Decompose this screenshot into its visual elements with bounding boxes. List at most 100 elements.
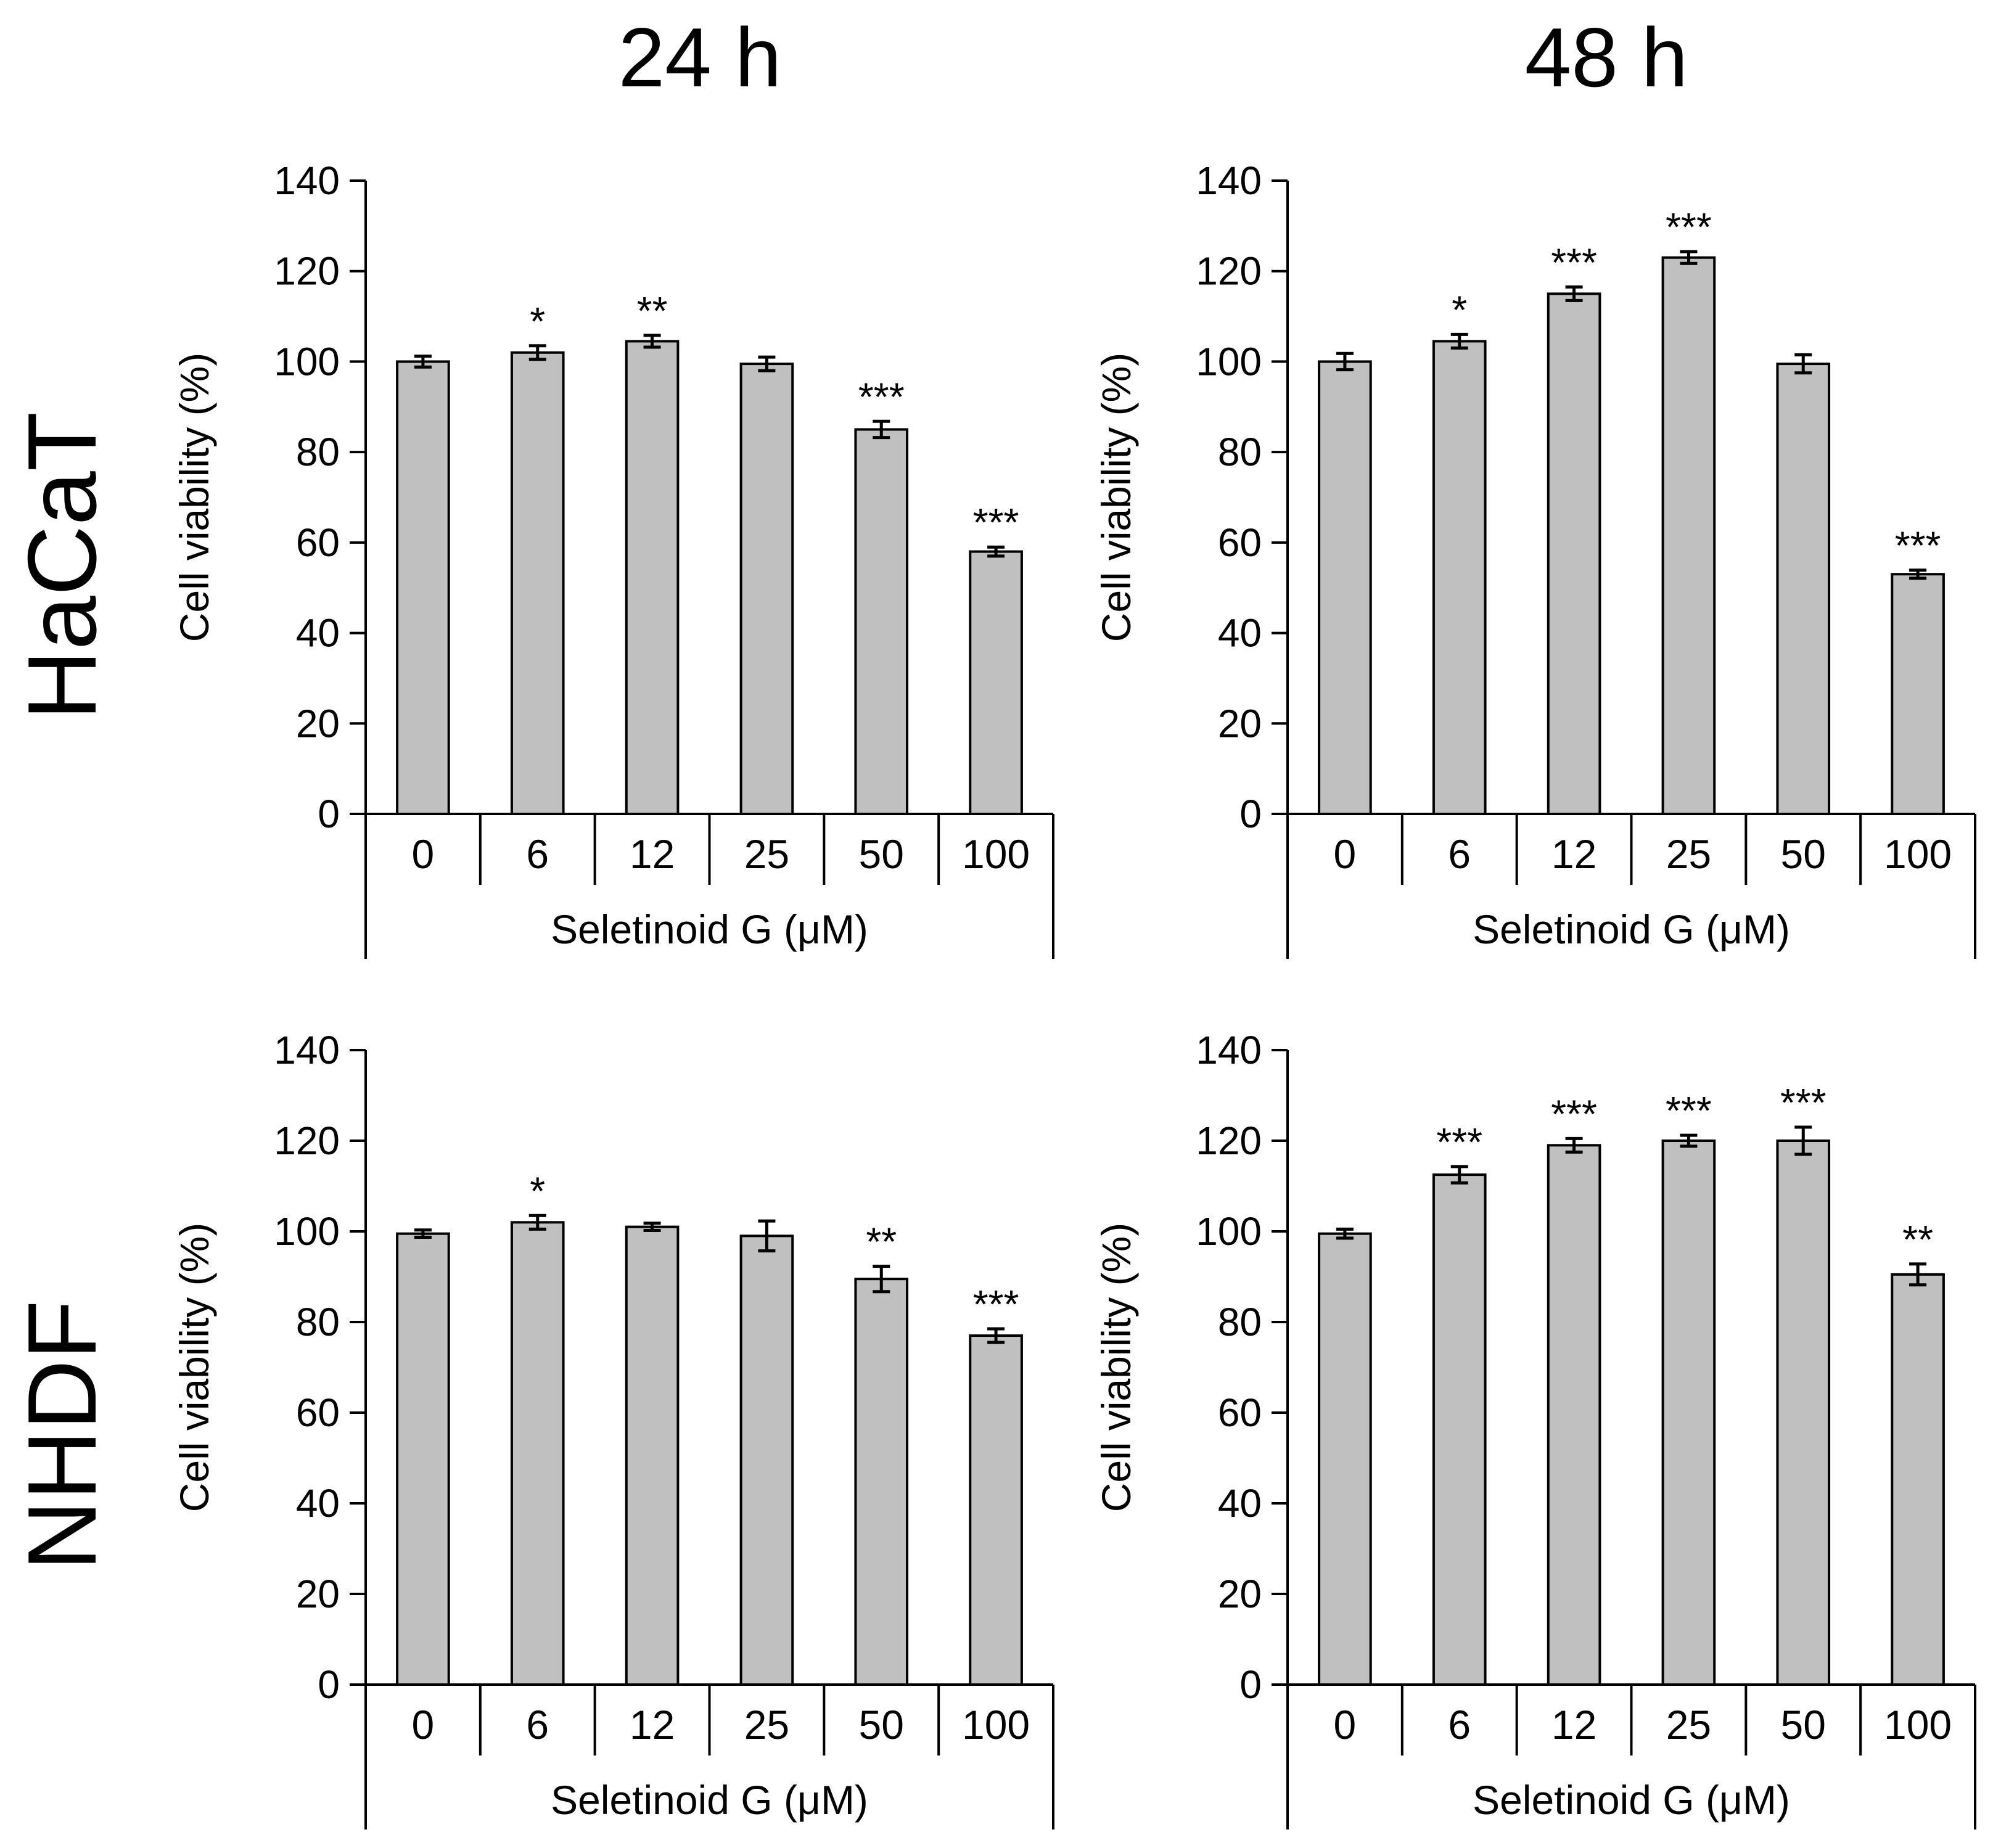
x-tick-label: 50: [859, 831, 904, 877]
x-tick-label: 100: [1884, 1702, 1952, 1747]
bar: [1661, 1140, 1716, 1686]
y-tick-label: 80: [1218, 1300, 1262, 1344]
y-tick-label: 0: [1239, 1662, 1262, 1707]
significance-marker: ***: [1551, 1091, 1597, 1136]
bar: [1318, 1232, 1372, 1686]
chart-panel-1: 0 20 40 60 80 100 120 140 0 6 12 25 50 100 Seletinoid …: [171, 158, 1054, 959]
x-tick-label: 25: [1666, 831, 1711, 877]
bar: [739, 1234, 794, 1686]
bar: [854, 1278, 909, 1686]
x-tick-label: 25: [744, 1702, 789, 1747]
x-tick-label: 50: [859, 1702, 904, 1747]
bar: [396, 360, 450, 815]
bar: [1547, 292, 1601, 815]
significance-marker: *: [1452, 287, 1467, 332]
y-tick-label: 100: [1196, 339, 1262, 384]
bar: [969, 1334, 1023, 1686]
y-tick-label: 140: [274, 158, 340, 203]
y-tick-label: 0: [1239, 792, 1262, 836]
x-tick-label: 0: [1334, 831, 1357, 877]
bar: [510, 1221, 565, 1686]
bar: [1661, 256, 1716, 815]
bar: [739, 363, 794, 815]
bar: [510, 351, 565, 815]
significance-marker: ***: [1436, 1120, 1482, 1164]
x-tick-label: 6: [1448, 1702, 1471, 1747]
y-tick-label: 80: [296, 1300, 340, 1344]
y-tick-label: 100: [1196, 1209, 1262, 1254]
y-tick-label: 120: [1196, 1119, 1262, 1163]
x-tick-label: 50: [1781, 831, 1826, 877]
y-tick-label: 140: [1196, 158, 1262, 203]
y-tick-label: 0: [318, 1662, 340, 1707]
bar: [625, 1225, 680, 1686]
chart-panel-3: 0 20 40 60 80 100 120 140 0 6 12 25 50 100 Seletinoid …: [171, 1028, 1054, 1830]
chart-panel-4: 0 20 40 60 80 100 120 140 0 6 12 25 50 100 Seletinoid …: [1093, 1028, 1976, 1830]
significance-marker: ***: [973, 1282, 1019, 1326]
bar: [1432, 1173, 1487, 1686]
x-tick-label: 0: [412, 831, 435, 877]
row-title-hacat: HaCaT: [8, 412, 117, 720]
row-title-nhdf: NHDF: [8, 1300, 117, 1571]
y-axis-title: Cell viability (%): [1093, 353, 1139, 642]
significance-marker: ***: [973, 500, 1019, 544]
significance-marker: ***: [1551, 240, 1597, 284]
x-axis-title: Seletinoid G (μM): [551, 1777, 868, 1823]
x-tick-label: 25: [1666, 1702, 1711, 1747]
x-tick-label: 12: [630, 831, 675, 877]
y-tick-label: 60: [296, 520, 340, 565]
y-tick-label: 20: [296, 701, 340, 745]
y-tick-label: 60: [1218, 1390, 1262, 1435]
bar: [1318, 360, 1372, 815]
x-tick-label: 100: [962, 1702, 1030, 1747]
bar: [396, 1232, 450, 1686]
x-tick-label: 50: [1781, 1702, 1826, 1747]
y-tick-label: 40: [1218, 611, 1262, 655]
y-tick-label: 60: [1218, 520, 1262, 565]
significance-marker: ***: [858, 374, 905, 419]
bar: [1432, 340, 1487, 815]
y-axis-title: Cell viability (%): [1093, 1223, 1139, 1512]
y-tick-label: 140: [1196, 1028, 1262, 1072]
significance-marker: ***: [1666, 205, 1712, 249]
x-tick-label: 0: [412, 1702, 435, 1747]
x-tick-label: 6: [526, 831, 549, 877]
y-tick-label: 100: [274, 1209, 340, 1254]
x-axis-title: Seletinoid G (μM): [1473, 906, 1790, 952]
bar: [1776, 1140, 1831, 1686]
column-title-48h: 48 h: [1525, 10, 1688, 104]
y-tick-label: 120: [274, 249, 340, 294]
bar: [854, 428, 909, 815]
significance-marker: ***: [1895, 524, 1941, 568]
x-tick-label: 12: [1551, 831, 1596, 877]
y-axis-title: Cell viability (%): [171, 1223, 217, 1512]
x-tick-label: 12: [1551, 1702, 1596, 1747]
bar: [1891, 1273, 1945, 1686]
y-tick-label: 80: [1218, 430, 1262, 474]
significance-marker: ***: [1780, 1080, 1827, 1125]
x-tick-label: 0: [1334, 1702, 1357, 1747]
column-title-24h: 24 h: [618, 10, 782, 104]
x-tick-label: 25: [744, 831, 789, 877]
x-tick-label: 100: [962, 831, 1030, 877]
x-tick-label: 12: [630, 1702, 675, 1747]
y-tick-label: 120: [274, 1119, 340, 1163]
significance-marker: **: [866, 1220, 897, 1264]
y-axis-title: Cell viability (%): [171, 353, 217, 642]
y-tick-label: 20: [296, 1572, 340, 1616]
significance-marker: *: [530, 1168, 545, 1213]
y-tick-label: 20: [1218, 701, 1262, 745]
significance-marker: *: [530, 299, 545, 343]
y-tick-label: 40: [1218, 1481, 1262, 1526]
bar: [1547, 1144, 1601, 1686]
y-tick-label: 40: [296, 1481, 340, 1526]
x-axis-title: Seletinoid G (μM): [1473, 1777, 1790, 1823]
significance-marker: **: [1902, 1217, 1933, 1262]
y-tick-label: 100: [274, 339, 340, 384]
x-axis-title: Seletinoid G (μM): [551, 906, 868, 952]
x-tick-label: 6: [526, 1702, 549, 1747]
y-tick-label: 40: [296, 611, 340, 655]
x-tick-label: 100: [1884, 831, 1952, 877]
